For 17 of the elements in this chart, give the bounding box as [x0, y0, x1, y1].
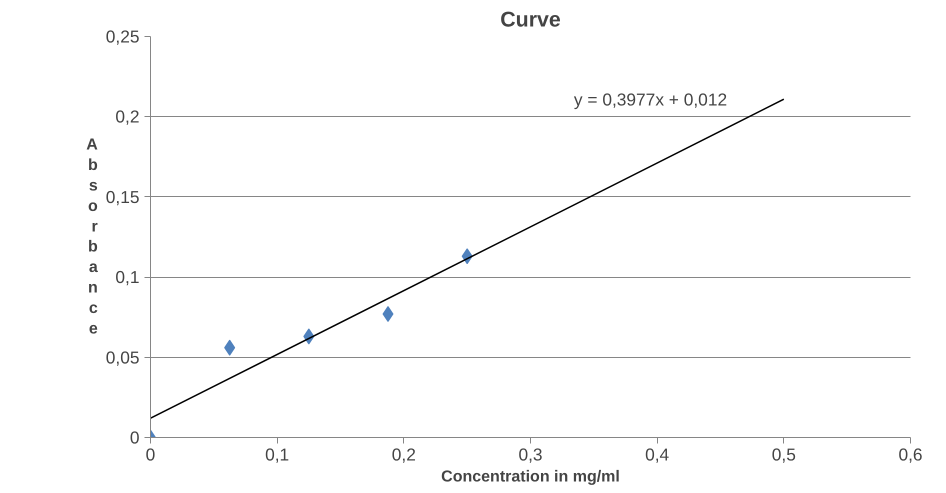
x-tick-label: 0,3 — [518, 444, 543, 464]
x-tick-label: 0,6 — [898, 444, 923, 464]
text: Absorbance — [86, 136, 98, 338]
y-tick-label: 0,25 — [106, 26, 140, 46]
y-tick-label: 0,1 — [115, 267, 140, 288]
x-tick-label: 0 — [146, 444, 156, 464]
x-tick-label: 0,4 — [645, 444, 670, 464]
x-tick-label: 0,2 — [392, 444, 416, 464]
y-tick-label: 0,15 — [106, 186, 140, 207]
y-tick-label: 0 — [130, 428, 140, 448]
x-axis-title: Concentration in mg/ml — [441, 468, 620, 486]
annotation: y = 0,3977x + 0,012 — [574, 90, 728, 110]
chart-title: Curve — [500, 8, 561, 32]
x-tick-label: 0,5 — [772, 444, 796, 464]
y-tick-label: 0,2 — [115, 106, 140, 127]
x-tick-label: 0,1 — [265, 444, 290, 464]
y-tick-label: 0,05 — [106, 347, 140, 368]
